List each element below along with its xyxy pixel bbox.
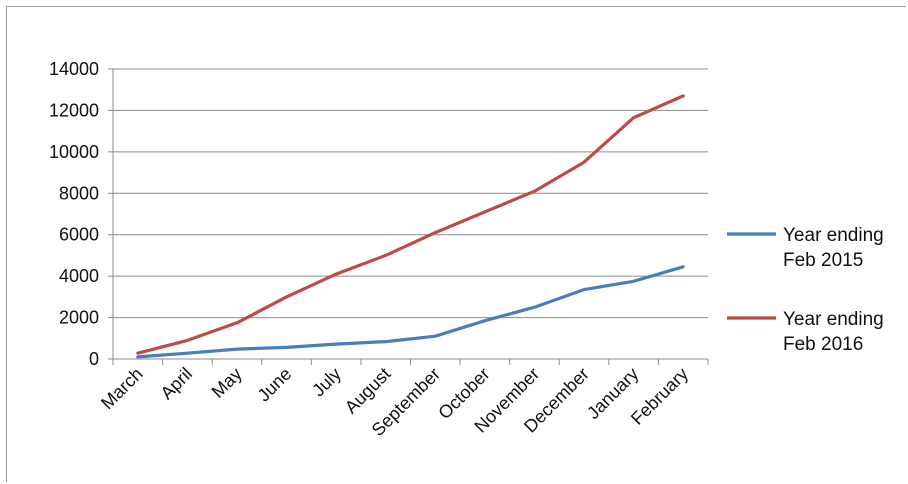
- series-line-1: [136, 265, 685, 359]
- series-lines: [136, 94, 685, 359]
- legend: Year ending Feb 2015 Year ending Feb 2016: [727, 225, 884, 355]
- chart-frame: [6, 6, 906, 482]
- y-tick-label: 6000: [59, 225, 99, 245]
- y-tick-label: 4000: [59, 266, 99, 286]
- y-tick-label: 12000: [49, 100, 99, 120]
- legend-label: Feb 2016: [783, 334, 863, 355]
- y-axis-tick-labels: 0 2000 4000 6000 8000 10000 12000 14000: [49, 59, 99, 369]
- x-tick-label: July: [308, 364, 345, 401]
- y-tick-label: 14000: [49, 59, 99, 79]
- x-axis-tick-labels: March April May June JulyAugustSeptemberOcto…: [97, 364, 692, 440]
- legend-label: Feb 2015: [783, 250, 863, 271]
- y-tick-label: 0: [89, 349, 99, 369]
- legend-label: Year ending: [783, 309, 884, 330]
- x-tick-label: March: [97, 364, 147, 414]
- y-tick-label: 2000: [59, 308, 99, 328]
- x-tick-label: May: [208, 364, 246, 402]
- y-tick-label: 10000: [49, 142, 99, 162]
- x-tick-label: June: [254, 364, 296, 406]
- y-tick-label: 8000: [59, 183, 99, 203]
- gridlines: [113, 68, 708, 319]
- axes: [108, 68, 709, 365]
- series-line-2: [136, 94, 685, 355]
- x-tick-label: April: [157, 364, 197, 404]
- legend-label: Year ending: [783, 225, 884, 246]
